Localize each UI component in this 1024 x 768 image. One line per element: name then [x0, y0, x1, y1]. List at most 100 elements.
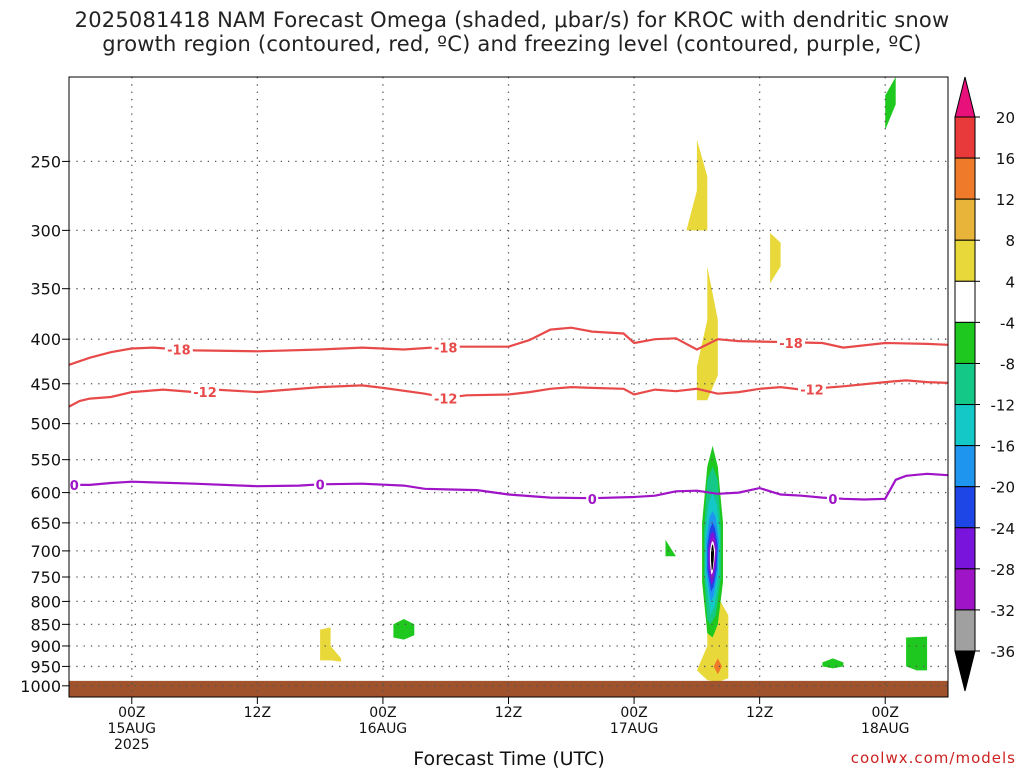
colorbar-tick-label-1: 16	[996, 150, 1015, 168]
colorbar-band-3	[954, 198, 976, 241]
colorbar-band-12	[954, 568, 976, 611]
contour-label-0-2: -18	[779, 337, 803, 352]
colorbar-tick-label-4: 4	[1005, 273, 1015, 291]
y-tick-label-400: 400	[30, 330, 61, 349]
colorbar-band-6	[954, 321, 976, 364]
colorbar-tick-label-6: -8	[1000, 355, 1015, 373]
chart-title-line-2: growth region (contoured, red, ºC) and f…	[102, 32, 922, 56]
y-tick-label-750: 750	[30, 568, 61, 587]
x-tick-label-60-0: 12Z	[746, 705, 773, 721]
plot-grid	[69, 77, 948, 697]
y-tick-label-500: 500	[30, 415, 61, 434]
y-tick-label-350: 350	[30, 280, 61, 299]
x-axis-label: Forecast Time (UTC)	[413, 748, 604, 768]
omega-region-3	[885, 77, 896, 130]
colorbar-band-10	[954, 486, 976, 529]
contour-label-1-0: -12	[193, 386, 217, 401]
contour-label-bg-1-2	[797, 381, 826, 397]
y-tick-label-900: 900	[30, 637, 61, 656]
y-tick-label-600: 600	[30, 484, 61, 503]
contour-line-2	[69, 472, 949, 501]
colorbar-tick-label-5: -4	[1000, 314, 1015, 332]
colorbar-tick-label-3: 8	[1005, 232, 1015, 250]
contour-label-bg-2-1	[314, 476, 327, 492]
omega-region-9	[696, 596, 729, 682]
contour-label-0-1: -18	[434, 342, 458, 357]
y-tick-label-800: 800	[30, 592, 61, 611]
y-axis-ticks: 250 300 350 400 450 500 550 600 650 700 750 800 850 9…	[20, 152, 69, 696]
y-tick-label-450: 450	[30, 375, 61, 394]
contour-label-2-0: 0	[70, 479, 79, 494]
omega-region-5	[393, 619, 415, 640]
contour-line-1	[68, 379, 949, 408]
y-tick-label-250: 250	[30, 152, 61, 171]
omega-region-7	[822, 658, 844, 669]
x-tick-label-48-1: 17AUG	[610, 721, 659, 737]
x-tick-label-72-0: 00Z	[872, 705, 899, 721]
contour-label-bg-0-1	[431, 339, 460, 355]
omega-region-8	[906, 636, 928, 671]
x-tick-label-24-1: 16AUG	[359, 721, 408, 737]
colorbar-band-5	[954, 280, 976, 323]
x-tick-label-24-0: 00Z	[369, 705, 396, 721]
colorbar-bottom-arrow	[954, 650, 976, 692]
x-tick-label-48-0: 00Z	[620, 705, 647, 721]
colorbar-band-13	[954, 609, 976, 652]
y-tick-label-1000: 1000	[20, 677, 61, 696]
y-tick-label-300: 300	[30, 221, 61, 240]
colorbar-band-7	[954, 362, 976, 406]
colorbar-tick-label-13: -36	[991, 643, 1016, 661]
colorbar-top-arrow	[954, 76, 976, 118]
terrain-fill	[69, 680, 948, 697]
contour-label-2-2: 0	[588, 493, 597, 508]
contour-label-1-1: -12	[434, 393, 458, 408]
contour-label-2-1: 0	[316, 478, 325, 493]
colorbar-band-8	[954, 404, 976, 447]
x-tick-label-72-1: 18AUG	[861, 721, 910, 737]
colorbar-tick-label-10: -24	[991, 520, 1016, 538]
colorbar-band-1	[954, 116, 976, 159]
colorbar-tick-label-12: -32	[991, 602, 1016, 620]
colorbar: 20 16 12 8 4 -4 -8 -12 -16 -20 -24 -28 -32 -36	[954, 76, 1016, 692]
contour-label-bg-0-2	[777, 334, 806, 350]
contour-label-bg-2-3	[826, 490, 839, 506]
contour-label-2-3: 0	[828, 493, 837, 508]
colorbar-band-4	[954, 239, 976, 282]
contour-label-bg-1-1	[431, 390, 460, 406]
colorbar-tick-label-8: -16	[991, 438, 1016, 456]
colorbar-band-11	[954, 527, 976, 570]
y-tick-label-700: 700	[30, 542, 61, 561]
contour-label-bg-1-0	[191, 384, 220, 400]
omega-shading	[320, 77, 928, 682]
contour-lines: -18 -18 -18 -12 -12 -12 0 0 0 0	[68, 326, 949, 508]
omega-region-0	[686, 139, 708, 231]
contour-label-0-0: -18	[167, 343, 191, 358]
omega-region-6	[665, 539, 676, 557]
contour-label-1-2: -12	[800, 384, 824, 399]
y-tick-label-650: 650	[30, 514, 61, 533]
y-tick-label-850: 850	[30, 615, 61, 634]
colorbar-tick-label-11: -28	[991, 561, 1016, 579]
omega-region-4	[320, 627, 342, 662]
omega-region-2	[696, 266, 718, 401]
x-tick-label-36-0: 12Z	[495, 705, 522, 721]
colorbar-tick-label-2: 12	[996, 191, 1015, 209]
colorbar-tick-label-7: -12	[991, 397, 1016, 415]
omega-region-1	[770, 232, 781, 284]
colorbar-tick-label-9: -20	[991, 479, 1016, 497]
chart-title-line-1: 2025081418 NAM Forecast Omega (shaded, μ…	[74, 8, 950, 32]
contour-label-bg-2-0	[68, 476, 81, 492]
colorbar-band-9	[954, 445, 976, 488]
y-tick-label-550: 550	[30, 451, 61, 470]
contour-label-bg-0-0	[164, 341, 193, 357]
colorbar-band-2	[954, 157, 976, 200]
credit-text[interactable]: coolwx.com/models	[851, 749, 1016, 767]
x-tick-label-12-0: 12Z	[244, 705, 271, 721]
colorbar-tick-label-0: 20	[996, 109, 1015, 127]
x-tick-label-0-0: 00Z	[118, 705, 145, 721]
y-tick-label-950: 950	[30, 657, 61, 676]
x-tick-label-0-1: 15AUG	[108, 721, 157, 737]
omega-region-10	[713, 658, 722, 675]
